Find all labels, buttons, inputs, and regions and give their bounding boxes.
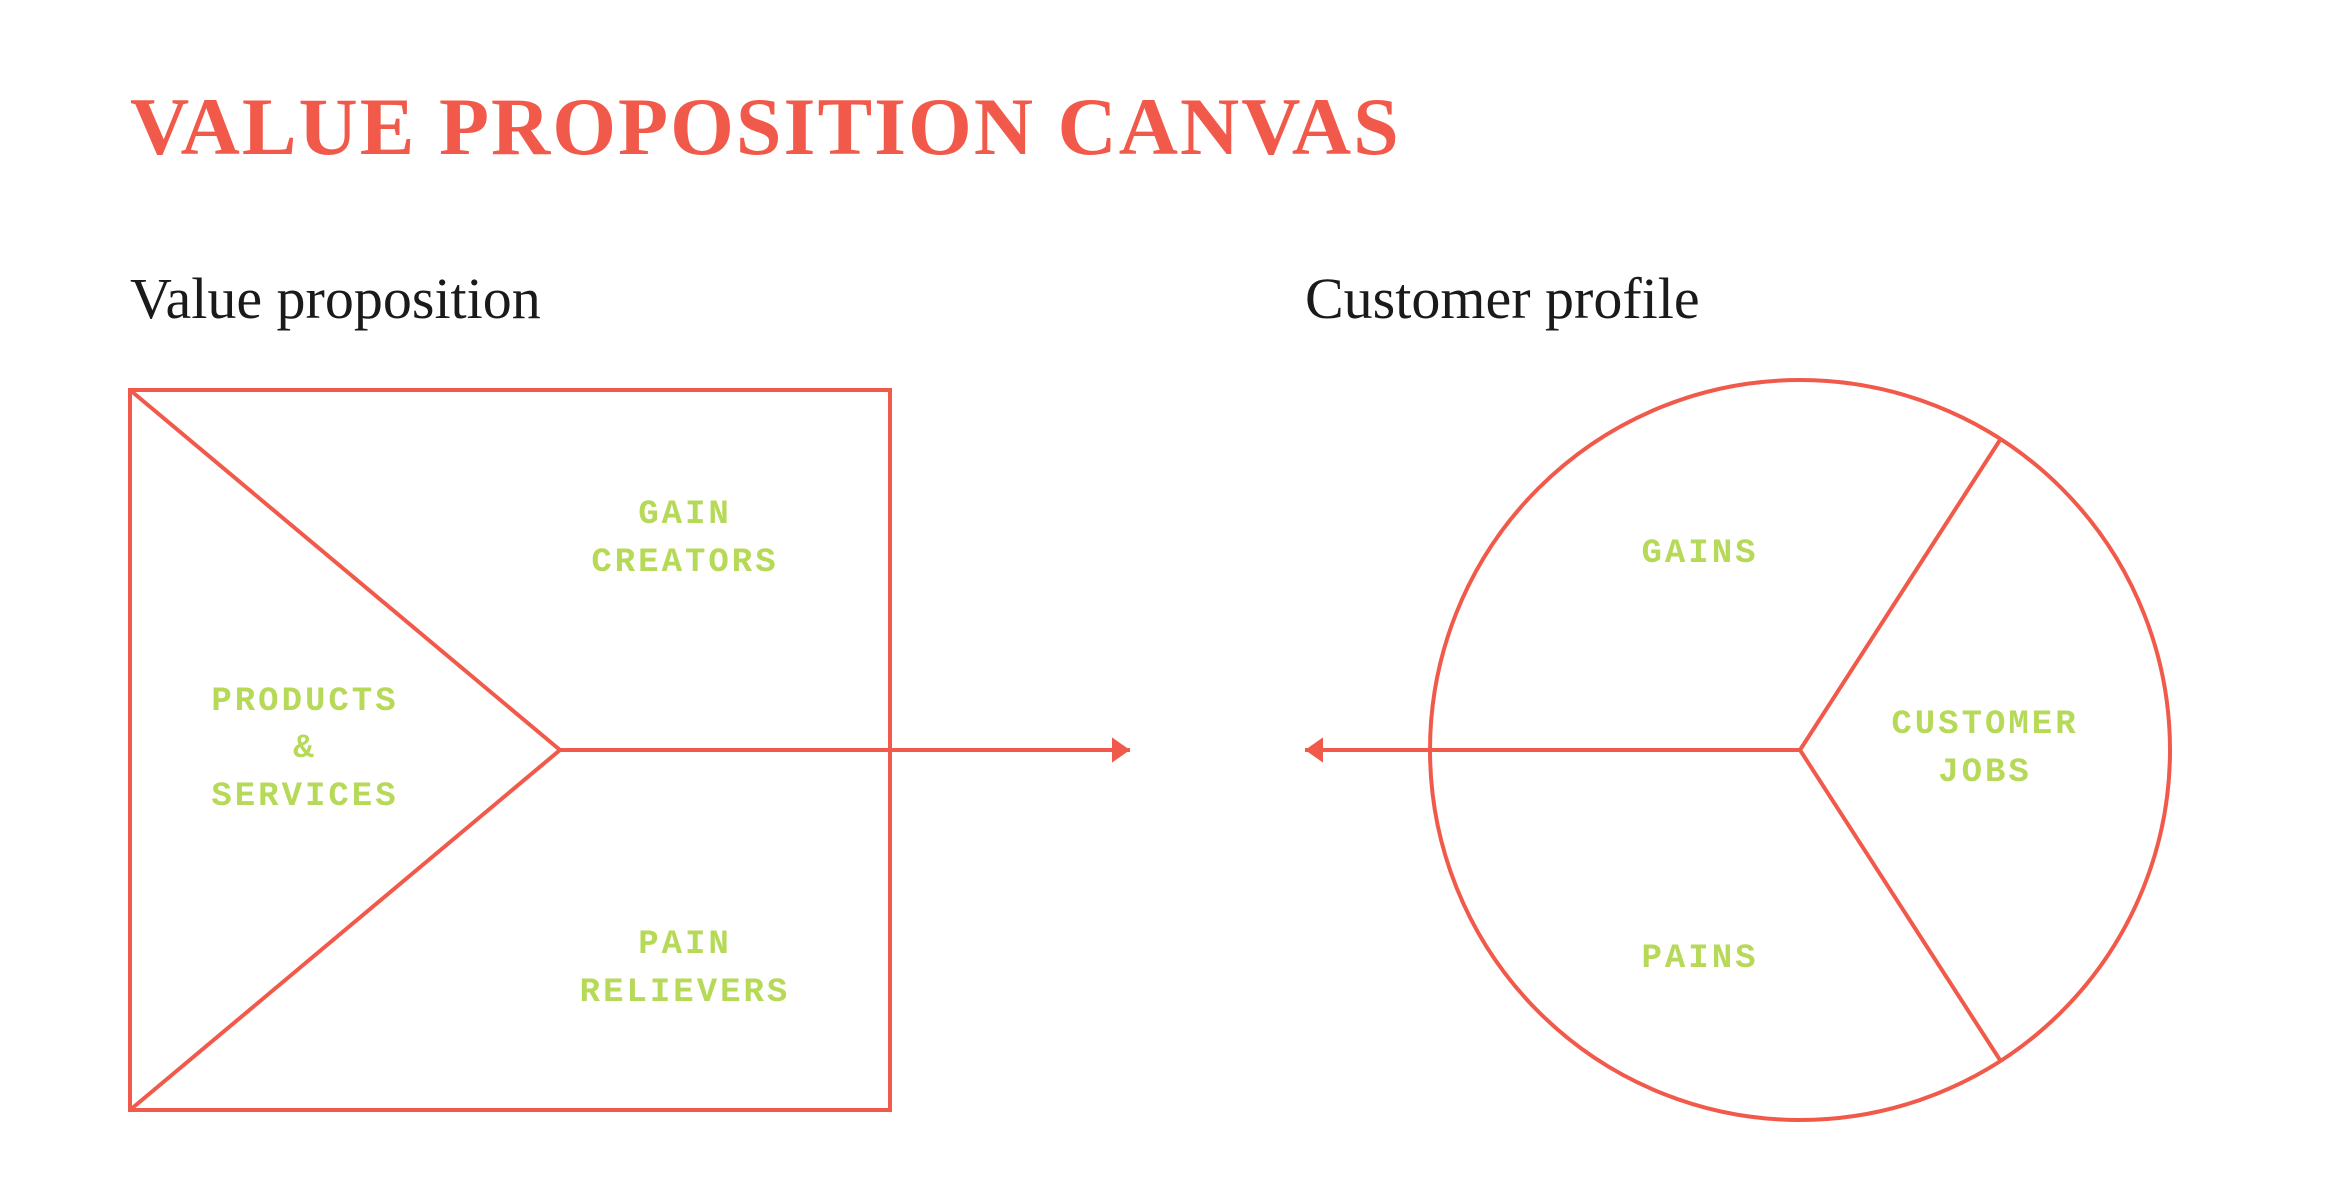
pains-label: PAINS — [1500, 936, 1900, 984]
gain-creators-label: GAIN CREATORS — [485, 492, 885, 587]
arrow-right-head-icon — [1305, 737, 1323, 762]
pain-relievers-label: PAIN RELIEVERS — [485, 922, 885, 1017]
customer-jobs-label: CUSTOMER JOBS — [1785, 702, 2185, 797]
diagram-canvas — [0, 0, 2343, 1182]
gains-label: GAINS — [1500, 531, 1900, 579]
arrow-left-head-icon — [1112, 737, 1130, 762]
products-services-label: PRODUCTS & SERVICES — [105, 679, 505, 822]
